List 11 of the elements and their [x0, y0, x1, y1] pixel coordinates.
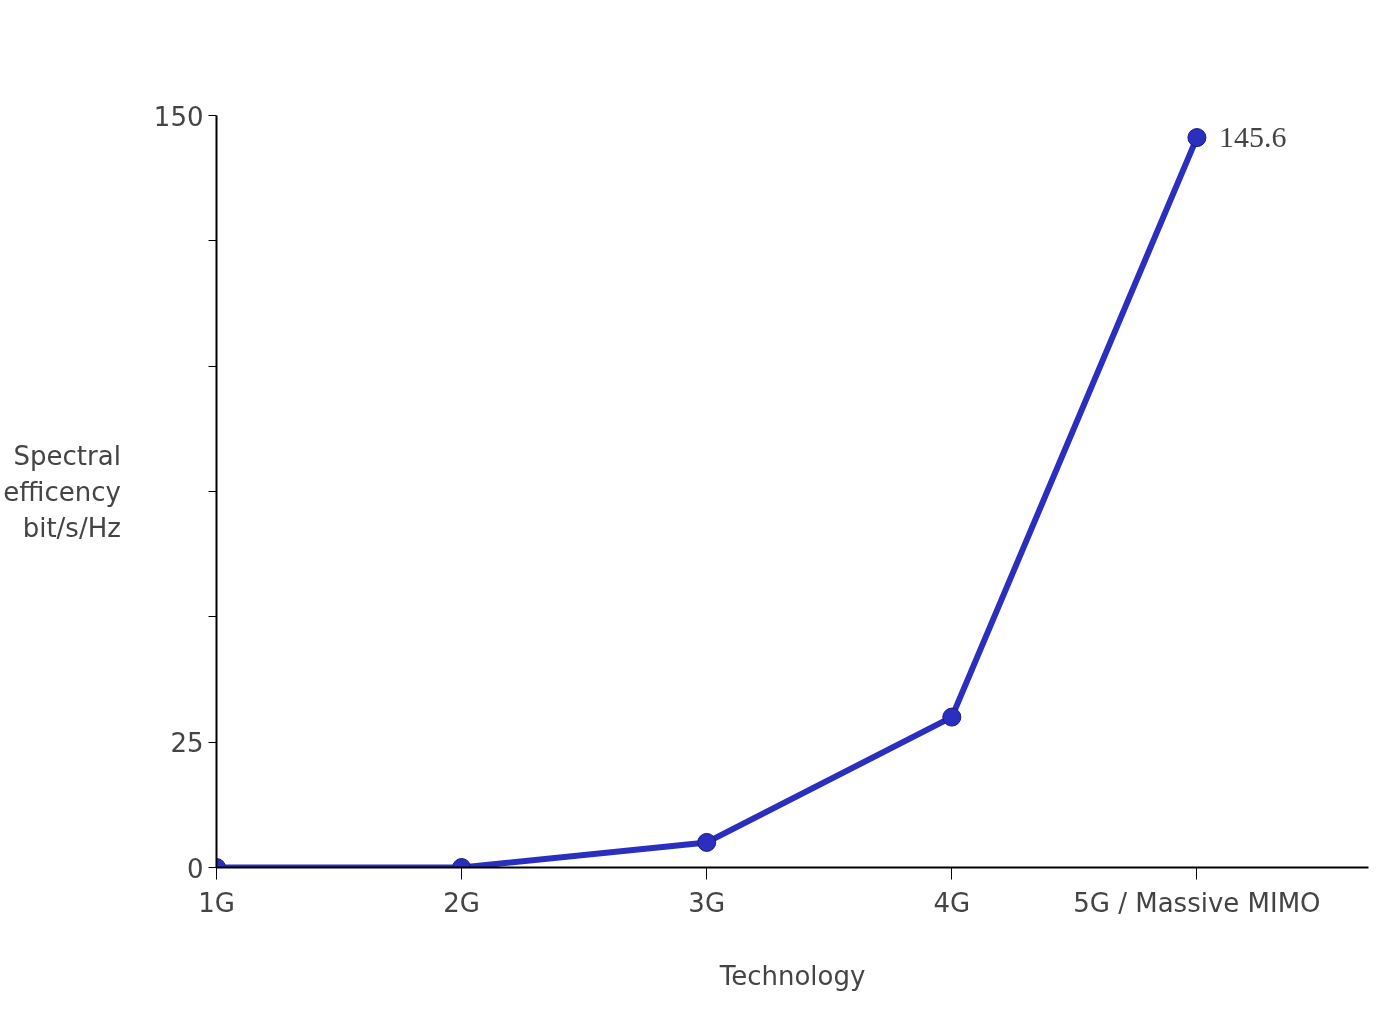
y-tick-label: 0	[186, 853, 204, 884]
x-axis-title: Technology	[718, 960, 866, 991]
y-axis-title: Spectral efficency bit/s/Hz	[3, 440, 121, 543]
x-tick-label: 4G	[933, 887, 971, 918]
x-tick-label: 3G	[688, 887, 726, 918]
y-tick-label: 25	[170, 728, 204, 759]
y-tick-label: 150	[153, 101, 204, 132]
data-label: 145.6	[1218, 120, 1287, 154]
x-tick-label: 1G	[198, 887, 235, 918]
x-tick-label: 5G / Massive MIMO	[1073, 887, 1321, 918]
x-tick-label: 2G	[443, 887, 480, 918]
